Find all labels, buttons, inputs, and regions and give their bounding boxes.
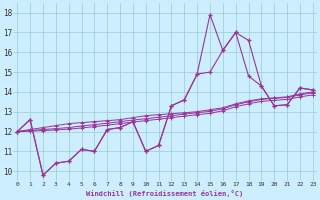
X-axis label: Windchill (Refroidissement éolien,°C): Windchill (Refroidissement éolien,°C)	[86, 190, 244, 197]
